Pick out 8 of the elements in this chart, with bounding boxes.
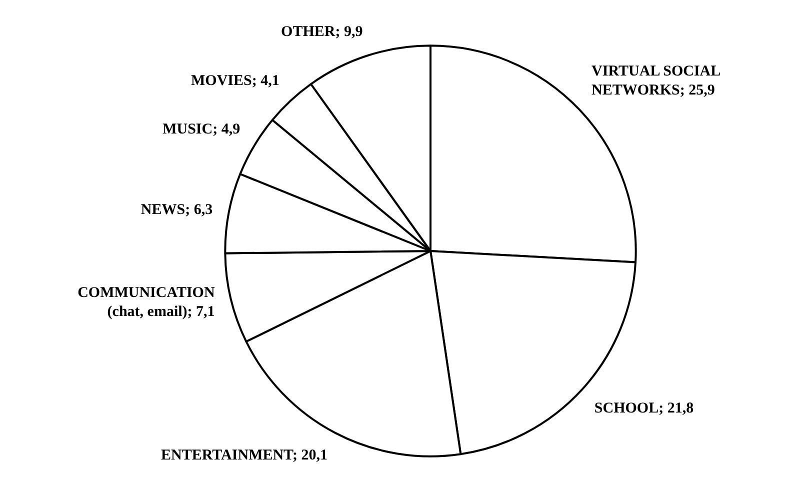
slice-label: OTHER; 9,9 <box>281 24 363 40</box>
slice-label: VIRTUAL SOCIAL NETWORKS; 25,9 <box>592 63 721 99</box>
slice-label: ENTERTAINMENT; 20,1 <box>161 447 328 464</box>
slice-label: NEWS; 6,3 <box>140 202 213 218</box>
slice-label: COMMUNICATION (chat, email); 7,1 <box>78 284 215 320</box>
slice-label: SCHOOL; 21,8 <box>594 400 694 416</box>
slice-label: MUSIC; 4,9 <box>162 121 240 138</box>
slice-label: MOVIES; 4,1 <box>190 72 280 89</box>
